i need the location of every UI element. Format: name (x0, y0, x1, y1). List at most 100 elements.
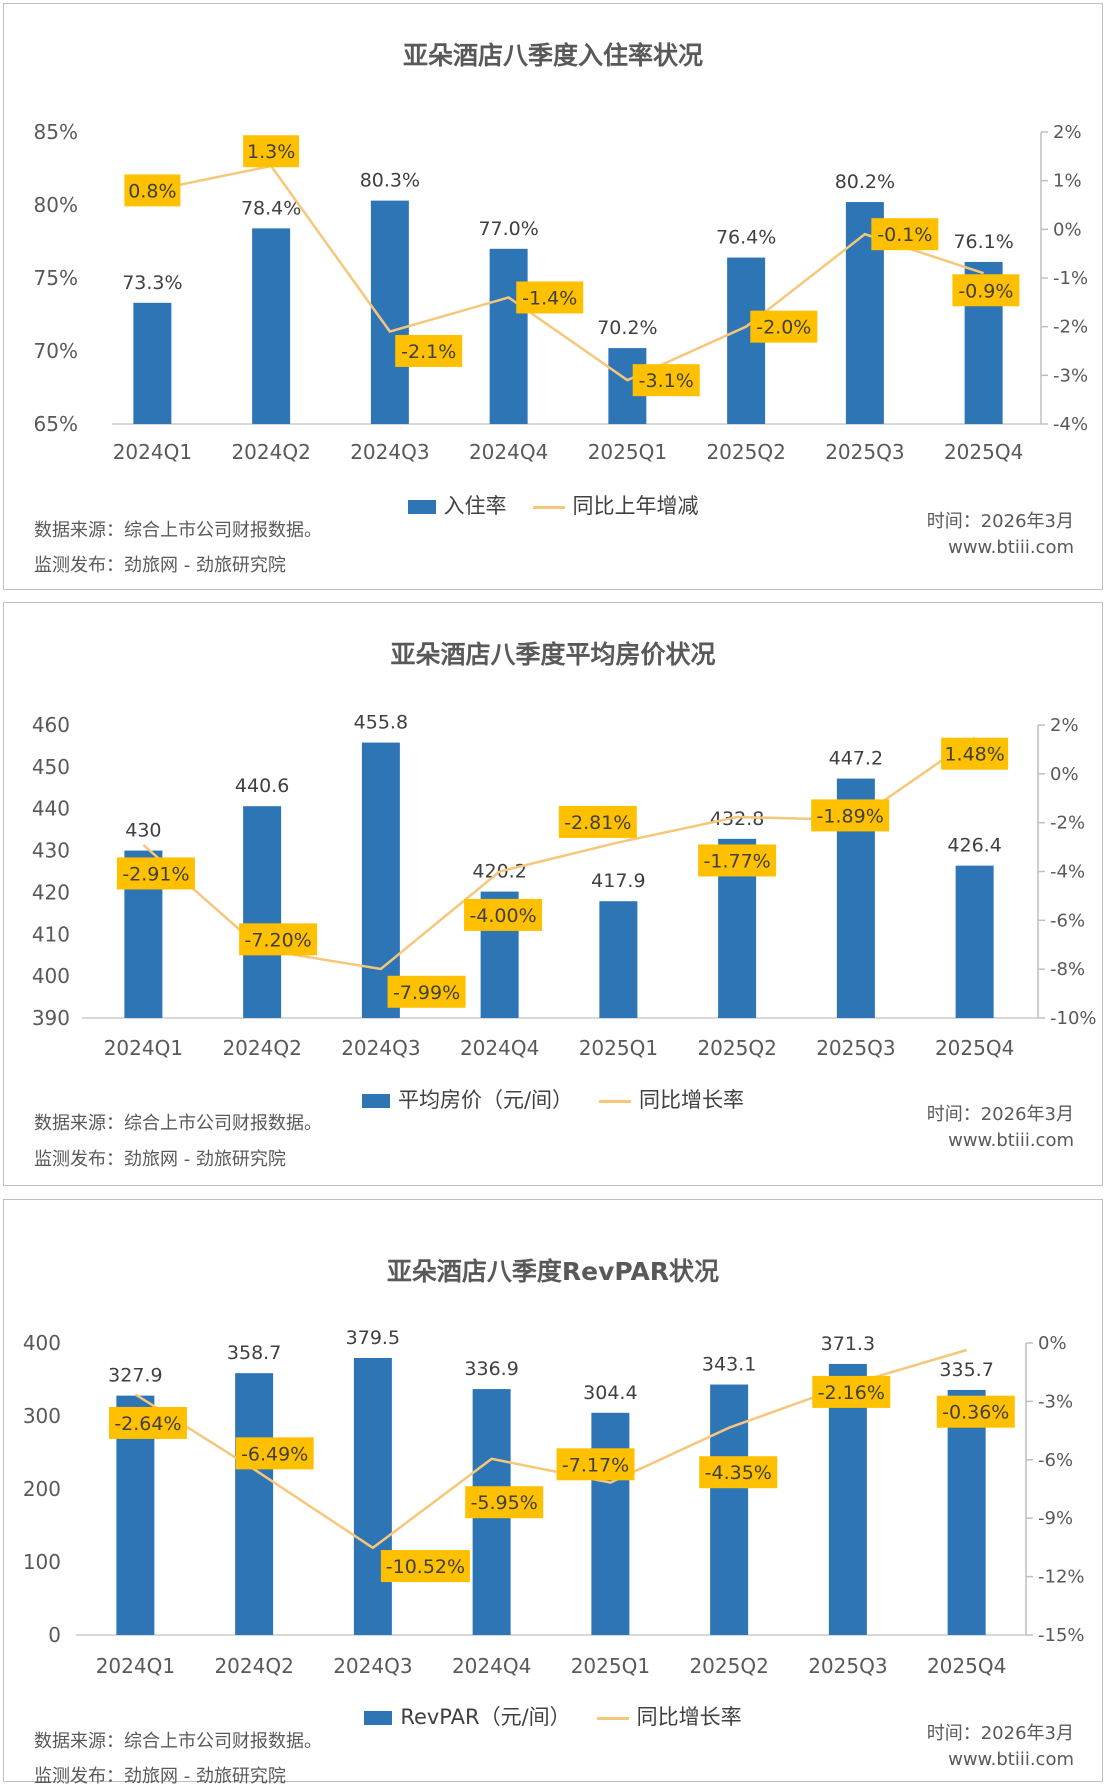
x-axis-tick-label: 2024Q1 (113, 440, 192, 464)
bar-value-label: 73.3% (122, 272, 182, 294)
right-axis-tick-label: 2% (1053, 122, 1082, 143)
source-text: 数据来源：综合上市公司财报数据。 (34, 1113, 322, 1134)
growth-label-box (516, 281, 584, 314)
growth-label-box (812, 1375, 891, 1408)
growth-value-label: 1.3% (247, 141, 295, 163)
growth-value-label: -2.64% (114, 1413, 181, 1435)
x-axis-tick-label: 2025Q4 (927, 1654, 1006, 1678)
website-text: www.btiii.com (948, 1749, 1074, 1770)
x-axis-tick-label: 2024Q1 (104, 1036, 183, 1060)
right-axis-tick-label: -6% (1038, 1450, 1073, 1471)
bar (243, 806, 282, 1018)
growth-label-box (941, 737, 1009, 770)
right-axis-tick-label: -3% (1038, 1391, 1073, 1412)
growth-value-label: -2.0% (756, 317, 811, 339)
growth-label-box (699, 1456, 778, 1489)
left-axis-tick-label: 460 (32, 713, 70, 737)
bar-value-label: 304.4 (583, 1382, 637, 1404)
growth-value-label: -1.4% (522, 287, 577, 309)
growth-label-box (235, 1437, 314, 1470)
right-axis-tick-label: 0% (1038, 1333, 1067, 1354)
legend-line-label: 同比上年增减 (572, 494, 699, 518)
x-axis-tick-label: 2024Q3 (341, 1036, 420, 1060)
x-axis-tick-label: 2025Q4 (935, 1036, 1014, 1060)
left-axis-tick-label: 200 (23, 1477, 61, 1501)
left-axis-tick-label: 400 (32, 964, 70, 988)
growth-value-label: -2.1% (401, 341, 456, 363)
publisher-text: 监测发布：劲旅网 - 劲旅研究院 (34, 1149, 286, 1170)
growth-label-box (239, 923, 318, 956)
growth-value-label: -10.52% (386, 1556, 465, 1578)
left-axis-tick-label: 450 (32, 755, 70, 779)
legend-line-swatch (532, 505, 565, 509)
growth-label-box (698, 844, 777, 877)
bar-value-label: 447.2 (829, 748, 883, 770)
growth-value-label: 1.48% (944, 744, 1004, 766)
left-axis-tick-label: 400 (23, 1331, 61, 1355)
x-axis-tick-label: 2025Q2 (697, 1036, 776, 1060)
left-axis-tick-label: 85% (34, 120, 78, 144)
left-axis-tick-label: 70% (34, 339, 78, 363)
right-axis-tick-label: -6% (1050, 910, 1085, 931)
left-axis-tick-label: 100 (23, 1550, 61, 1574)
right-axis-tick-label: -2% (1053, 317, 1088, 338)
growth-line (152, 164, 985, 382)
bar (133, 302, 172, 424)
growth-label-box (387, 975, 466, 1008)
publisher-text: 监测发布：劲旅网 - 劲旅研究院 (34, 555, 286, 576)
growth-label-box (124, 174, 181, 207)
x-axis-tick-label: 2024Q4 (460, 1036, 539, 1060)
growth-label-box (243, 135, 300, 168)
legend-bar-label: RevPAR（元/间） (400, 1705, 571, 1729)
legend-bar-swatch (361, 1094, 390, 1108)
right-axis-tick-label: -2% (1050, 813, 1085, 834)
right-axis-tick-label: -4% (1050, 862, 1085, 883)
bar-value-label: 78.4% (241, 197, 301, 219)
x-axis-tick-label: 2024Q4 (469, 440, 548, 464)
x-axis-tick-label: 2025Q2 (689, 1654, 768, 1678)
occupancy-chart-panel: 65% 70% 75% 80% 85% -4% -3% -2% -1% 0% 1% 2% 2024Q1 2… (3, 3, 1103, 590)
x-axis-tick-label: 2024Q2 (222, 1036, 301, 1060)
publisher-text: 监测发布：劲旅网 - 劲旅研究院 (34, 1766, 286, 1784)
right-axis-tick-label: 2% (1050, 715, 1079, 736)
website-text: www.btiii.com (948, 1130, 1074, 1151)
x-axis-tick-label: 2024Q4 (452, 1654, 531, 1678)
left-axis-tick-label: 410 (32, 922, 70, 946)
growth-label-box (380, 1550, 470, 1583)
occupancy-chart: 65% 70% 75% 80% 85% -4% -3% -2% -1% 0% 1% 2% 2024Q1 2… (34, 120, 1089, 464)
bar (591, 1412, 630, 1635)
growth-value-label: -7.99% (393, 982, 460, 1004)
bar (710, 1384, 749, 1635)
time-text: 时间：2026年3月 (926, 1723, 1074, 1744)
legend-bar-label: 入住率 (443, 494, 507, 518)
bar-value-label: 336.9 (464, 1358, 518, 1380)
growth-value-label: -0.1% (877, 224, 932, 246)
bar-value-label: 379.5 (346, 1327, 400, 1349)
bar-value-label: 70.2% (597, 317, 657, 339)
bar-value-label: 440.6 (235, 775, 289, 797)
right-axis-tick-label: -8% (1050, 959, 1085, 980)
adr-chart: 390 400 410 420 430 440 450 460 -10% -8% -6% -4% -2%… (32, 712, 1097, 1060)
bar-value-label: 432.8 (710, 808, 764, 830)
bar-value-label: 80.3% (360, 170, 420, 192)
bar (235, 1373, 274, 1635)
growth-label-box (632, 364, 700, 397)
x-axis-tick-label: 2025Q3 (825, 440, 904, 464)
x-axis-tick-label: 2025Q1 (588, 440, 667, 464)
bar-value-label: 327.9 (108, 1365, 162, 1387)
time-text: 时间：2026年3月 (926, 511, 1074, 532)
chart-legend: RevPAR（元/间） 同比增长率 (4, 1701, 1102, 1731)
bar-value-label: 76.1% (953, 231, 1013, 253)
growth-label-box (952, 274, 1020, 307)
chart-title: 亚朵酒店八季度入住率状况 (402, 41, 703, 70)
growth-value-label: -0.36% (942, 1402, 1009, 1424)
growth-label-box (556, 1448, 635, 1481)
growth-value-label: -0.9% (958, 280, 1013, 302)
bar (489, 248, 528, 424)
growth-value-label: -1.77% (704, 850, 771, 872)
x-axis-tick-label: 2025Q1 (571, 1654, 650, 1678)
bar (599, 901, 638, 1018)
left-axis-tick-label: 420 (32, 880, 70, 904)
bar-value-label: 77.0% (478, 218, 538, 240)
